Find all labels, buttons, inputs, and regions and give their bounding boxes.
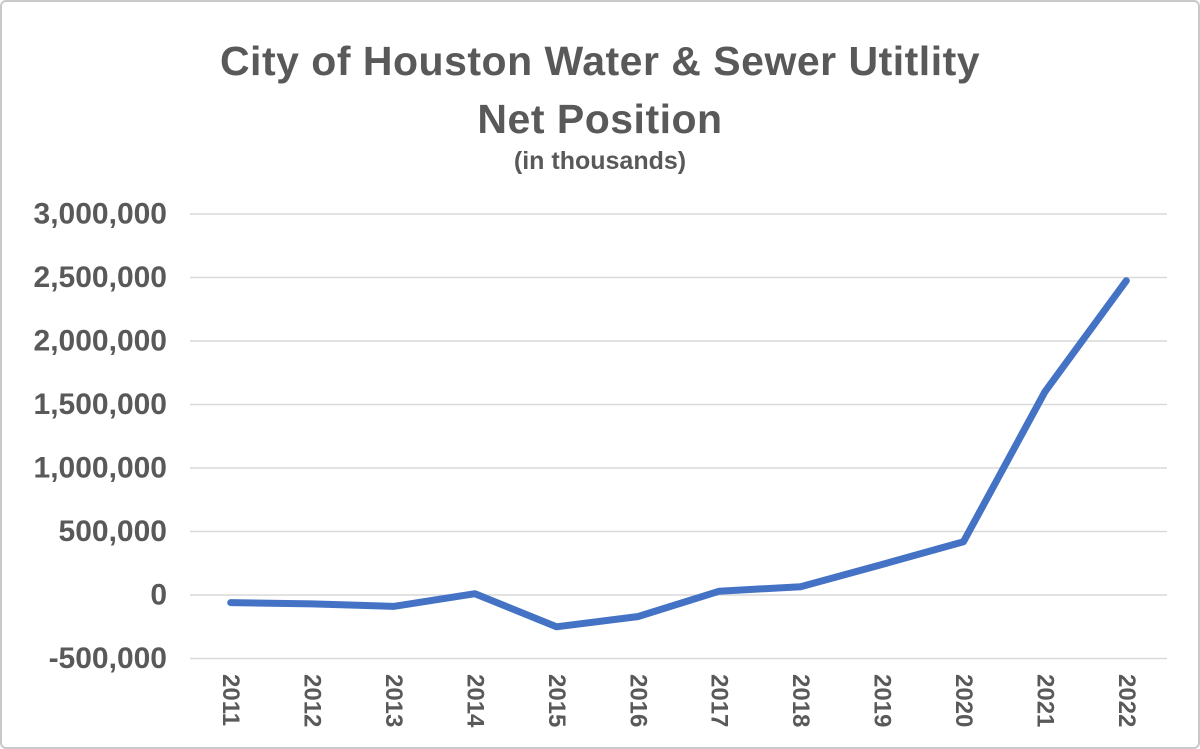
y-tick-label: 3,000,000 <box>34 198 167 231</box>
x-tick-label: 2019 <box>869 674 896 727</box>
y-tick-label: 1,000,000 <box>34 452 167 485</box>
y-tick-label: 2,500,000 <box>34 261 167 294</box>
y-tick-label: 1,500,000 <box>34 388 167 421</box>
x-tick-label: 2018 <box>787 674 814 727</box>
chart-subtitle: (in thousands) <box>513 147 687 175</box>
x-tick-label: 2016 <box>624 674 651 727</box>
x-tick-label: 2013 <box>380 674 407 727</box>
y-tick-label: 0 <box>150 579 167 612</box>
x-tick-label: 2015 <box>543 674 570 727</box>
x-tick-label: 2012 <box>299 674 326 727</box>
x-tick-label: 2017 <box>706 674 733 727</box>
x-tick-label: 2020 <box>950 674 977 727</box>
y-tick-label: -500,000 <box>49 642 167 675</box>
chart-title-line2: Net Position <box>477 96 723 142</box>
x-tick-label: 2014 <box>461 674 488 728</box>
y-tick-label: 2,000,000 <box>34 325 167 358</box>
x-tick-label: 2011 <box>217 674 244 726</box>
y-tick-label: 500,000 <box>59 515 167 548</box>
x-tick-label: 2021 <box>1031 674 1058 727</box>
net-position-series-line <box>227 277 1130 631</box>
x-tick-label: 2022 <box>1113 674 1140 727</box>
chart-title-line1: City of Houston Water & Sewer Utitlity <box>219 38 981 84</box>
